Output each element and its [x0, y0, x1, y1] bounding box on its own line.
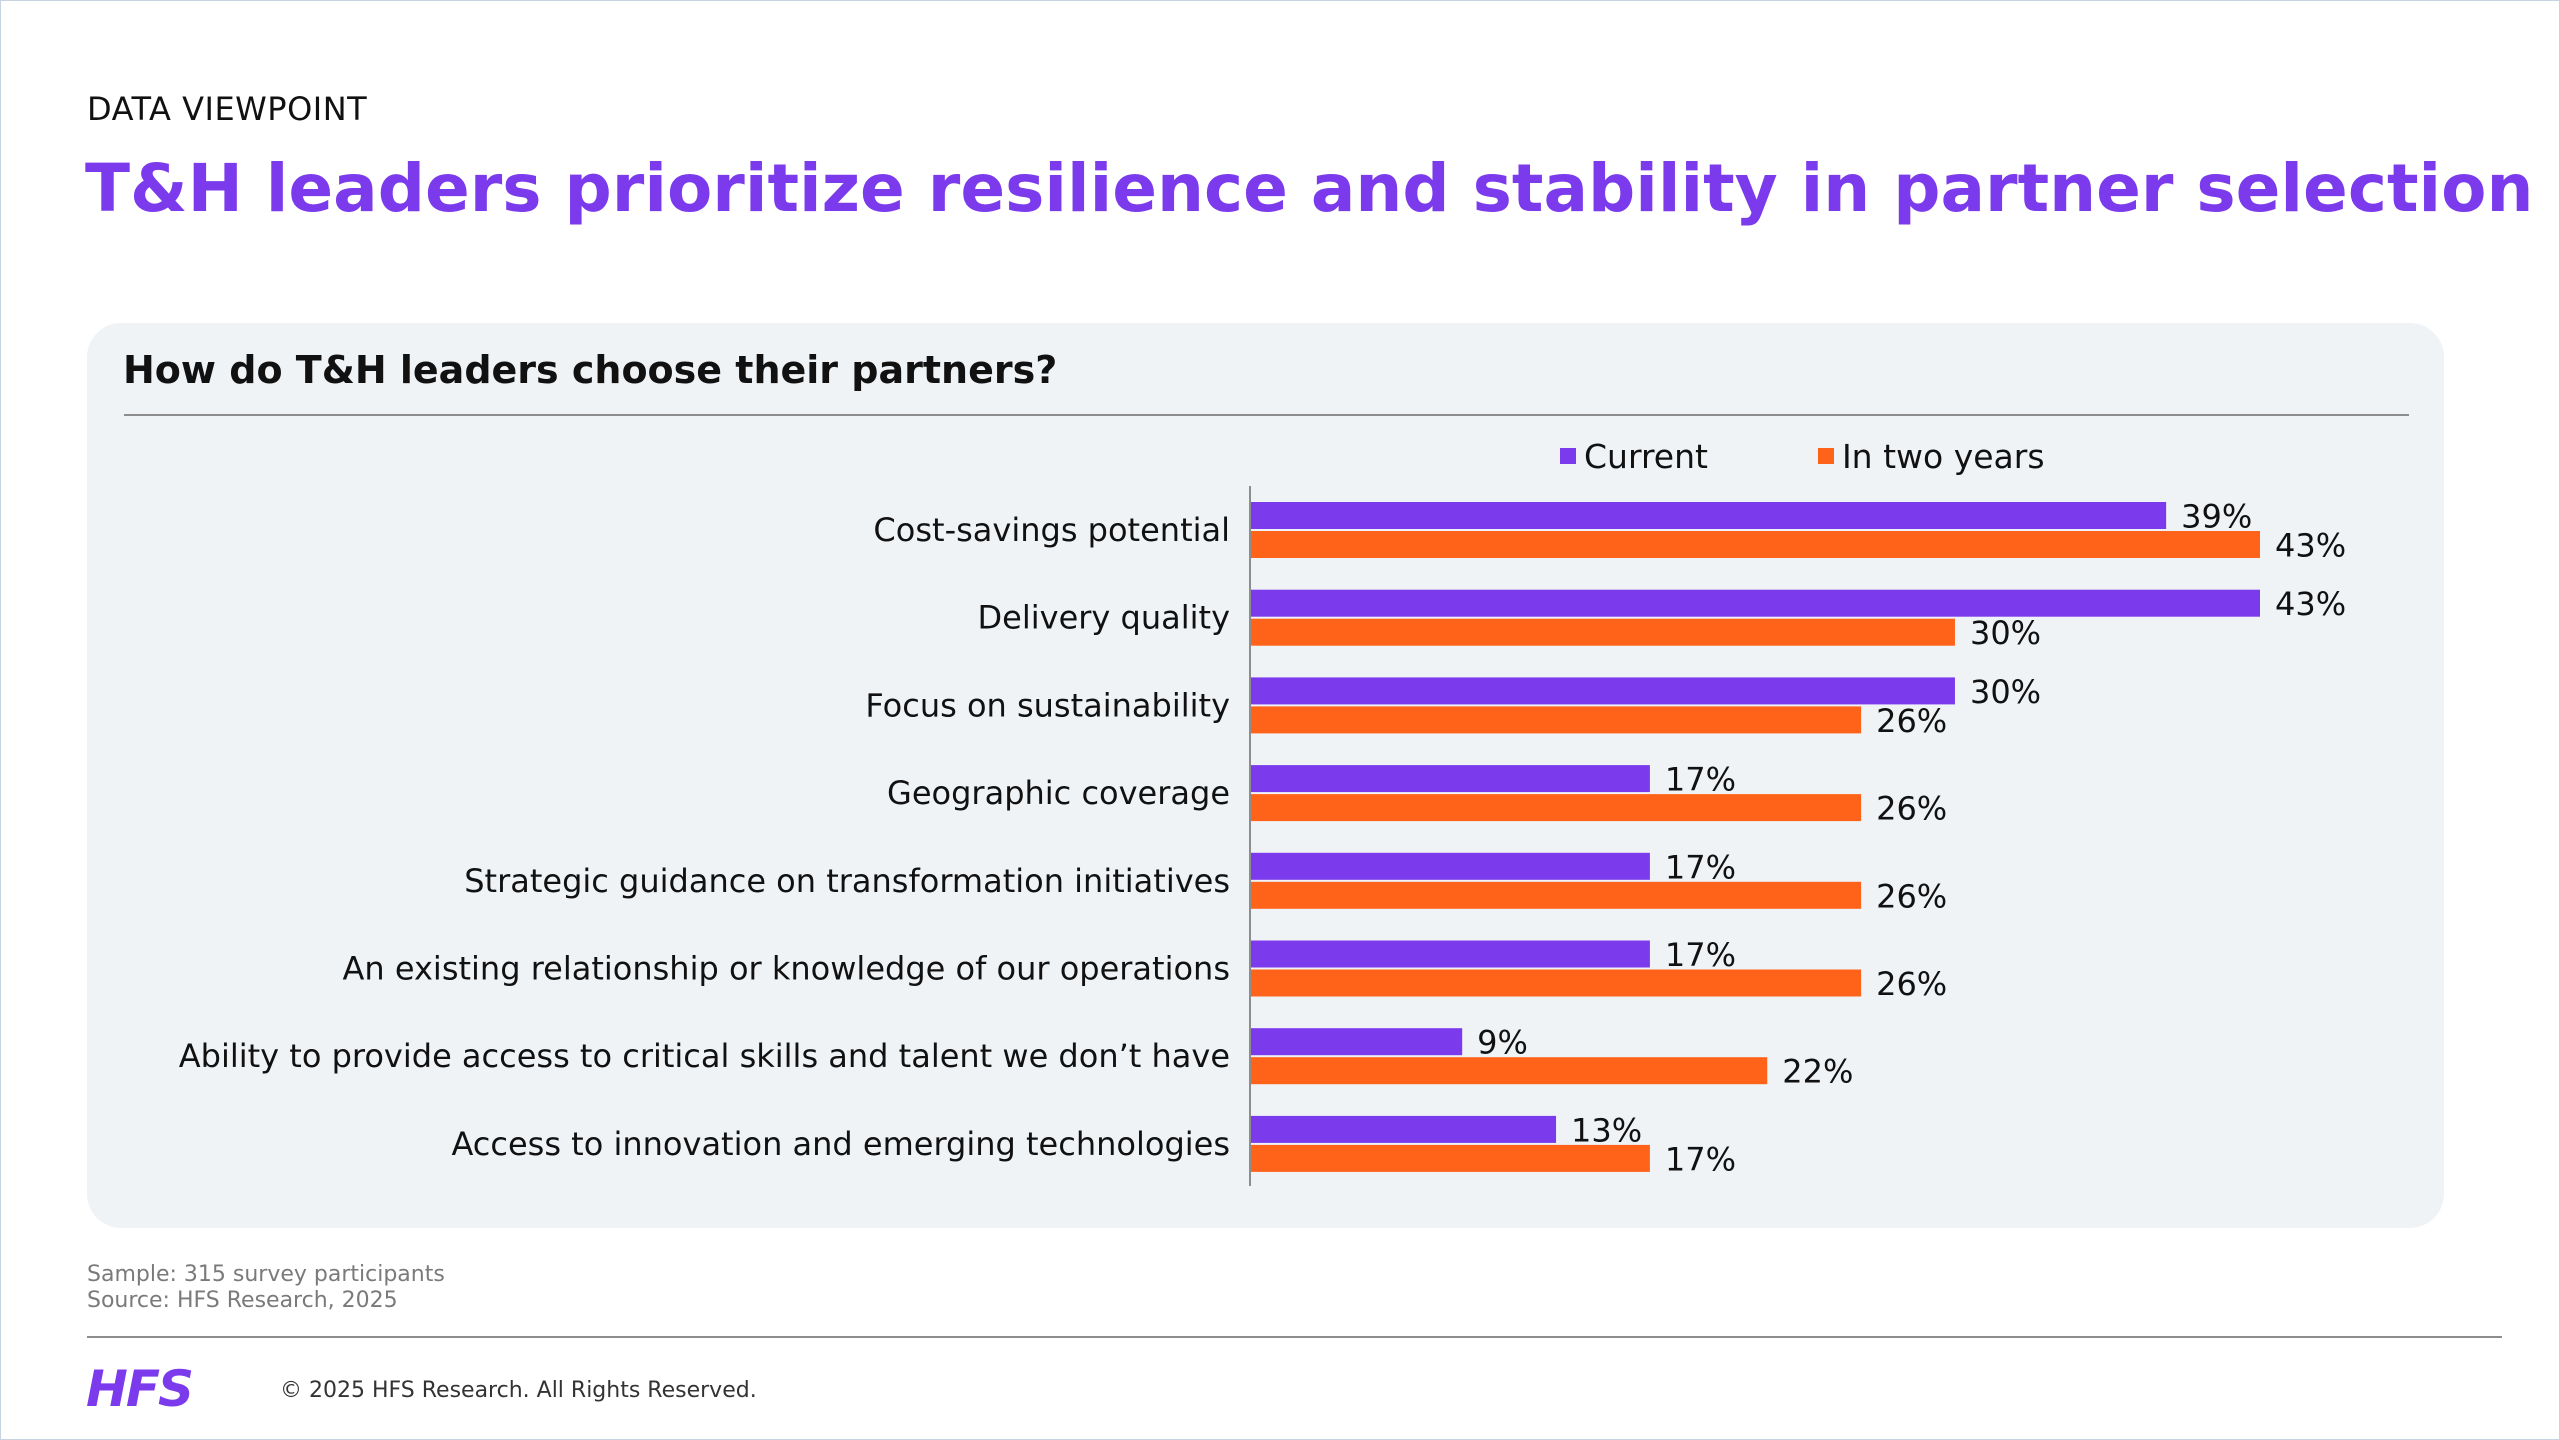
chart-title: How do T&H leaders choose their partners… [123, 348, 1058, 392]
source-note: Source: HFS Research, 2025 [87, 1288, 398, 1313]
chart-legend: Current In two years [1560, 434, 2155, 478]
copyright-text: © 2025 HFS Research. All Rights Reserved… [280, 1378, 757, 1403]
footer-divider [87, 1336, 2502, 1338]
hfs-logo: HFS [86, 1360, 194, 1418]
page-title: T&H leaders prioritize resilience and st… [85, 150, 2534, 227]
legend-label-two-years: In two years [1841, 436, 2045, 476]
eyebrow-label: DATA VIEWPOINT [87, 90, 368, 128]
legend-item-current: Current [1560, 437, 1708, 476]
legend-label-current: Current [1584, 436, 1708, 476]
chart-title-divider [124, 414, 2409, 416]
sample-note: Sample: 315 survey participants [87, 1262, 445, 1287]
legend-swatch-two-years [1817, 448, 1834, 464]
legend-swatch-current [1560, 448, 1576, 464]
legend-item-two-years: In two years [1817, 436, 2045, 476]
